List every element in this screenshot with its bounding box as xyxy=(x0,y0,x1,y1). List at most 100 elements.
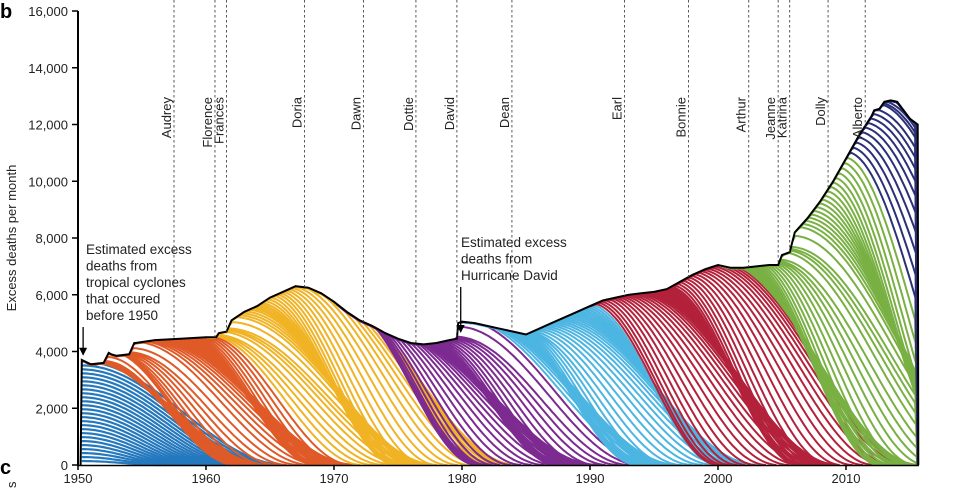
cohort-line xyxy=(696,268,874,466)
cohort-line xyxy=(848,146,919,466)
cohort-line xyxy=(119,353,259,466)
hurricane-label: Dean xyxy=(497,97,512,128)
cohort-line xyxy=(753,265,882,466)
hurricane-label: Alberto xyxy=(850,97,865,138)
cohort-line xyxy=(777,258,919,466)
cohort-line xyxy=(527,330,682,466)
cohort-line xyxy=(603,298,746,466)
cohort-line xyxy=(454,335,629,466)
panel-label-b: b xyxy=(0,1,12,23)
cohort-line xyxy=(187,337,316,466)
cohort-line xyxy=(271,293,400,466)
hurricane-label: Florence xyxy=(200,97,215,148)
cohort-line xyxy=(671,283,800,466)
annotation-arrow-head-icon xyxy=(79,347,88,356)
cohort-line xyxy=(81,428,203,467)
annotation-text: deaths from xyxy=(461,252,532,267)
y-tick-label: 8,000 xyxy=(35,231,68,246)
hurricane-label: Arthur xyxy=(734,96,749,132)
annotation-text: deaths from xyxy=(86,259,157,274)
cohort-line xyxy=(136,340,321,466)
panel-c-fragment: s xyxy=(4,481,19,488)
cohort-line xyxy=(862,121,919,466)
cohort-line xyxy=(288,285,448,466)
hurricane-label: Frances xyxy=(211,97,226,144)
cohort-line xyxy=(443,339,587,466)
cohort-line xyxy=(668,284,797,466)
cohort-line xyxy=(440,339,577,466)
cohort-line xyxy=(786,248,919,466)
cohort-line xyxy=(127,351,287,466)
cohort-line xyxy=(856,131,919,466)
y-tick-label: 2,000 xyxy=(35,401,68,416)
cohort-line xyxy=(268,295,398,466)
cohort-line xyxy=(780,251,919,466)
cohort-line xyxy=(133,341,311,466)
cohort-line xyxy=(451,336,619,466)
cohort-line xyxy=(204,336,351,466)
cohort-line xyxy=(699,267,885,466)
cohort-line xyxy=(688,273,840,466)
cohort-line xyxy=(767,263,916,466)
cohort-line xyxy=(536,326,714,466)
cohort-line xyxy=(770,261,919,466)
cohort-line xyxy=(214,333,395,466)
cohort-line xyxy=(679,278,814,466)
hurricane-label: Earl xyxy=(610,97,625,120)
cohort-line xyxy=(291,285,459,466)
cohort-line xyxy=(201,336,343,466)
cohort-line xyxy=(794,226,919,466)
y-tick-label: 6,000 xyxy=(35,288,68,303)
cohort-line xyxy=(615,294,790,466)
annotation-text: before 1950 xyxy=(86,308,158,323)
cohort-line xyxy=(81,404,231,467)
cohort-line xyxy=(524,331,672,466)
y-tick-label: 16,000 xyxy=(28,4,68,19)
cohort-line xyxy=(595,300,724,466)
y-tick-label: 0 xyxy=(61,458,68,473)
cohort-line xyxy=(434,341,564,466)
cohort-line xyxy=(279,289,417,466)
cohort-line xyxy=(516,332,645,466)
cohort-line xyxy=(192,336,321,466)
hurricane-label: Katrina xyxy=(775,96,790,138)
cohort-line xyxy=(190,337,319,466)
cohort-line xyxy=(533,328,703,466)
y-tick-label: 14,000 xyxy=(28,61,68,76)
cohort-line xyxy=(853,136,919,466)
cohort-line xyxy=(81,420,213,467)
cohort-line xyxy=(81,412,221,467)
cohort-line xyxy=(530,329,693,466)
x-tick-label: 1980 xyxy=(448,471,477,486)
x-tick-label: 1990 xyxy=(576,471,605,486)
total-envelope-line xyxy=(79,99,920,466)
cohort-line xyxy=(513,331,643,466)
cohort-line xyxy=(690,271,853,466)
cohort-line xyxy=(432,341,561,466)
cohort-line xyxy=(437,340,569,466)
cohort-line xyxy=(589,303,719,466)
cohort-line xyxy=(609,296,767,466)
cohort-line xyxy=(867,112,919,466)
cohort-line xyxy=(125,351,277,466)
cohort-line xyxy=(104,355,234,466)
cohort-line xyxy=(674,281,803,466)
hurricane-label: Jeanne xyxy=(763,97,778,140)
cohort-line xyxy=(789,245,919,466)
cohort-line xyxy=(755,264,885,466)
cohort-line xyxy=(693,270,864,466)
y-tick-label: 10,000 xyxy=(28,174,68,189)
cohort-line xyxy=(81,416,218,467)
cohort-line xyxy=(519,332,653,466)
annotation-text: Estimated excess xyxy=(461,235,567,250)
x-tick-label: 1970 xyxy=(320,471,349,486)
cohort-line xyxy=(81,408,226,467)
cohort-line xyxy=(775,260,919,466)
hurricane-label: Bonnie xyxy=(674,97,689,137)
cohort-line xyxy=(511,330,640,466)
cohort-line xyxy=(845,151,919,466)
cohort-line xyxy=(606,297,756,466)
cohort-line xyxy=(538,325,724,466)
